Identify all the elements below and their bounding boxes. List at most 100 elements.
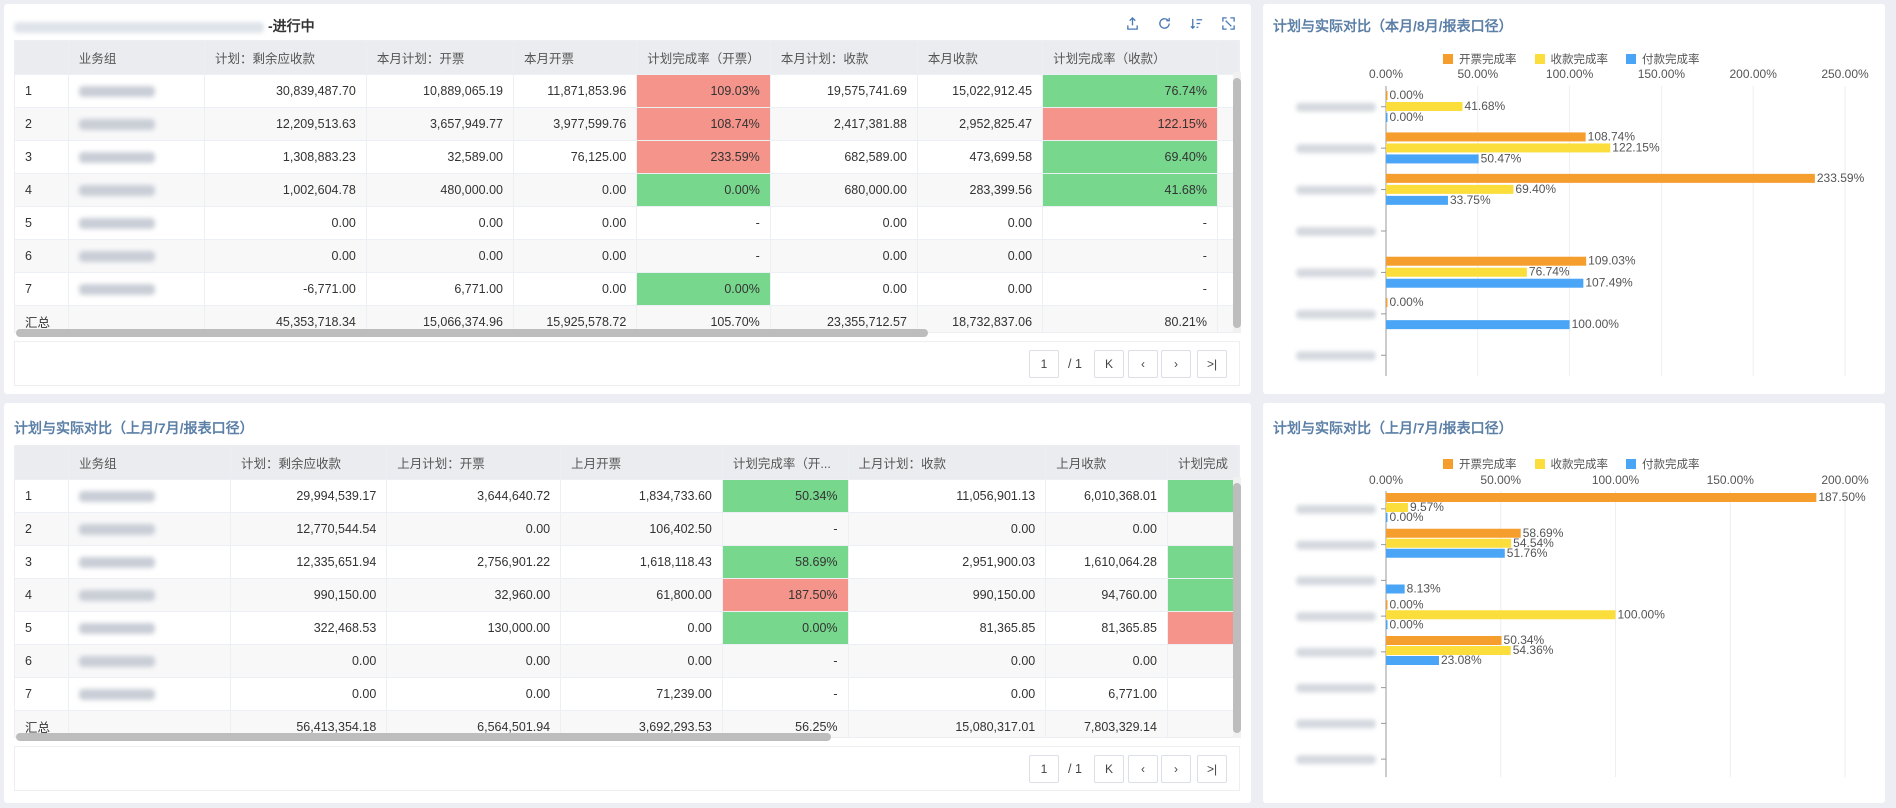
table-row[interactable]: 2 12,209,513.63 3,657,949.77 3,977,599.76 10… — [15, 107, 1239, 141]
bar-付款完成率[interactable] — [1386, 656, 1439, 665]
prev-page-button[interactable]: ‹ — [1128, 350, 1158, 378]
legend-item-pay[interactable]: 付款完成率 — [1626, 456, 1700, 472]
page-input[interactable]: 1 — [1029, 755, 1059, 783]
header-index[interactable] — [15, 446, 70, 480]
legend-item-collect[interactable]: 收款完成率 — [1534, 456, 1608, 472]
blurred-title-text — [14, 21, 264, 33]
table-row[interactable]: 2 12,770,544.54 0.00 106,402.50-0.00 0.00 — [15, 512, 1239, 546]
legend-item-invoice[interactable]: 开票完成率 — [1443, 51, 1517, 67]
bar-开票完成率[interactable] — [1386, 298, 1388, 308]
cell-remaining: 0.00 — [230, 677, 388, 711]
prev-page-button[interactable]: ‹ — [1128, 755, 1158, 783]
header-invoice[interactable]: 上月开票 — [560, 446, 723, 480]
bar-付款完成率[interactable] — [1386, 548, 1505, 558]
cell-collect: 6,010,368.01 — [1045, 479, 1168, 513]
bar-付款完成率[interactable] — [1386, 320, 1570, 330]
bar-付款完成率[interactable] — [1386, 154, 1479, 164]
vertical-scrollbar[interactable] — [1233, 72, 1241, 333]
legend-item-collect[interactable]: 收款完成率 — [1534, 51, 1608, 67]
bar-付款完成率[interactable] — [1386, 278, 1584, 288]
bar-开票完成率[interactable] — [1386, 528, 1521, 538]
header-collect-rate[interactable]: 计划完成率（收款） — [1042, 41, 1218, 75]
bar-收款完成率[interactable] — [1386, 102, 1463, 111]
bar-开票完成率[interactable] — [1386, 256, 1587, 266]
header-invoice-rate[interactable]: 计划完成率（开... — [722, 446, 849, 480]
bar-开票完成率[interactable] — [1386, 493, 1817, 502]
bar-收款完成率[interactable] — [1386, 610, 1616, 620]
horizontal-scrollbar[interactable] — [14, 733, 1232, 741]
header-invoice-rate[interactable]: 计划完成率（开票） — [636, 41, 771, 75]
next-page-button[interactable]: › — [1161, 350, 1191, 378]
page-input[interactable]: 1 — [1029, 350, 1059, 378]
sort-icon[interactable] — [1187, 14, 1205, 32]
blurred-category-label — [1296, 540, 1376, 550]
bar-收款完成率[interactable] — [1386, 538, 1512, 548]
blurred-category-label — [1296, 504, 1376, 514]
header-plan-invoice[interactable]: 上月计划：开票 — [386, 446, 562, 480]
table-row[interactable]: 4 990,150.00 32,960.00 61,800.00 187.50% 990,… — [15, 578, 1239, 612]
bar-收款完成率[interactable] — [1386, 184, 1514, 194]
bar-开票完成率[interactable] — [1386, 91, 1388, 100]
header-group[interactable]: 业务组 — [68, 41, 205, 75]
header-remaining[interactable]: 计划：剩余应收款 — [204, 41, 367, 75]
blurred-group-name — [78, 151, 155, 163]
legend-item-invoice[interactable]: 开票完成率 — [1443, 456, 1517, 472]
bar-付款完成率[interactable] — [1386, 113, 1388, 122]
last-page-button[interactable]: >| — [1197, 755, 1227, 783]
fullscreen-icon[interactable] — [1219, 14, 1237, 32]
bar-收款完成率[interactable] — [1386, 267, 1527, 277]
next-page-button[interactable]: › — [1161, 755, 1191, 783]
table-row[interactable]: 汇总 56,413,354.18 6,564,501.94 3,692,293.53 5… — [15, 710, 1239, 737]
table-row[interactable]: 5 322,468.53 130,000.00 0.00 0.00% 81,365.85 8… — [15, 611, 1239, 645]
bar-收款完成率[interactable] — [1386, 646, 1511, 655]
bar-value-label: 0.00% — [1390, 510, 1424, 524]
bar-付款完成率[interactable] — [1386, 513, 1388, 522]
first-page-button[interactable]: K — [1094, 755, 1124, 783]
header-group[interactable]: 业务组 — [68, 446, 231, 480]
header-index[interactable] — [15, 41, 69, 75]
table-row[interactable]: 4 1,002,604.78 480,000.00 0.00 0.00% 680,000.… — [15, 173, 1239, 207]
bar-开票完成率[interactable] — [1386, 636, 1502, 645]
table-row[interactable]: 7 0.00 0.00 71,239.00-0.00 6,771.00 — [15, 677, 1239, 711]
table-row[interactable]: 3 1,308,883.23 32,589.00 76,125.00 233.59% 68… — [15, 140, 1239, 174]
header-plan-invoice[interactable]: 本月计划：开票 — [366, 41, 514, 75]
table-row[interactable]: 1 29,994,539.17 3,644,640.72 1,834,733.60 50… — [15, 479, 1239, 513]
tick-label: 200.00% — [1821, 473, 1869, 487]
table-row[interactable]: 5 0.00 0.00 0.00-0.00 0.00- — [15, 206, 1239, 240]
bar-开票完成率[interactable] — [1386, 132, 1586, 142]
cell-collect-rate: 76.74% — [1042, 74, 1218, 108]
bar-收款完成率[interactable] — [1386, 143, 1611, 153]
first-page-button[interactable]: K — [1094, 350, 1124, 378]
legend-item-pay[interactable]: 付款完成率 — [1626, 51, 1700, 67]
table-row[interactable]: 6 0.00 0.00 0.00-0.00 0.00 — [15, 644, 1239, 678]
horizontal-scrollbar[interactable] — [14, 329, 1232, 337]
header-remaining[interactable]: 计划：剩余应收款 — [230, 446, 388, 480]
bar-value-label: 8.13% — [1407, 582, 1441, 596]
header-plan-collect[interactable]: 本月计划：收款 — [770, 41, 918, 75]
last-page-button[interactable]: >| — [1197, 350, 1227, 378]
header-collect-rate[interactable]: 计划完成 — [1167, 446, 1239, 480]
bar-开票完成率[interactable] — [1386, 173, 1815, 183]
vertical-scrollbar[interactable] — [1233, 477, 1241, 738]
cell-collect-rate — [1167, 710, 1239, 737]
table-row[interactable]: 1 30,839,487.70 10,889,065.19 11,871,853.96… — [15, 74, 1239, 108]
bar-开票完成率[interactable] — [1386, 600, 1388, 610]
table-row[interactable]: 6 0.00 0.00 0.00-0.00 0.00- — [15, 239, 1239, 273]
table-row[interactable]: 汇总 45,353,718.34 15,066,374.96 15,925,578.7… — [15, 305, 1239, 332]
header-invoice[interactable]: 本月开票 — [513, 41, 638, 75]
refresh-icon[interactable] — [1155, 14, 1173, 32]
bar-付款完成率[interactable] — [1386, 584, 1405, 594]
cell-remaining: 56,413,354.18 — [230, 710, 388, 737]
bar-付款完成率[interactable] — [1386, 620, 1388, 630]
header-plan-collect[interactable]: 上月计划：收款 — [848, 446, 1047, 480]
table-row[interactable]: 3 12,335,651.94 2,756,901.22 1,618,118.43 58… — [15, 545, 1239, 579]
header-collect[interactable]: 上月收款 — [1045, 446, 1168, 480]
cell-invoice: 11,871,853.96 — [513, 74, 638, 108]
bar-付款完成率[interactable] — [1386, 195, 1448, 205]
export-icon[interactable] — [1123, 14, 1141, 32]
cell-remaining: 990,150.00 — [230, 578, 388, 612]
header-collect[interactable]: 本月收款 — [917, 41, 1044, 75]
table-row[interactable]: 7 -6,771.00 6,771.00 0.00 0.00% 0.00 0.00- — [15, 272, 1239, 306]
bar-收款完成率[interactable] — [1386, 503, 1408, 512]
table: 业务组 计划：剩余应收款 本月计划：开票 本月开票 计划完成率（开票） 本月计划… — [15, 41, 1239, 332]
